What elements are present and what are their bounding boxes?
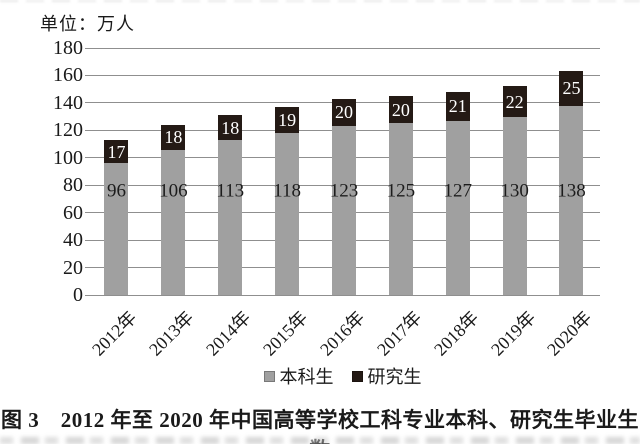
bar-value-label-graduate: 22 <box>505 91 524 112</box>
bar-segment-graduate <box>275 107 300 134</box>
bar-value-label-graduate: 17 <box>107 141 126 162</box>
x-tick-label: 2017年 <box>372 307 426 360</box>
y-tick-label: 0 <box>73 284 83 306</box>
legend-item-graduate: 研究生 <box>351 363 422 389</box>
bar-value-label-undergraduate: 118 <box>273 180 301 201</box>
bar-segment-graduate <box>331 98 356 127</box>
bar-segment-graduate <box>104 139 129 164</box>
bar-value-label-undergraduate: 130 <box>500 180 529 201</box>
bar-value-label-graduate: 18 <box>221 117 240 138</box>
bar-segment-undergraduate <box>275 133 300 295</box>
x-tick-label: 2015年 <box>259 307 312 360</box>
bar-segment-graduate <box>445 91 470 121</box>
page-edge-noise-bottom <box>0 437 640 444</box>
bar-value-label-graduate: 18 <box>164 127 183 148</box>
chart-legend: 本科生 研究生 <box>85 365 600 387</box>
bar-value-label-undergraduate: 96 <box>106 180 126 201</box>
y-tick-label: 100 <box>53 146 83 169</box>
x-tick-label: 2012年 <box>88 307 141 360</box>
bar-segment-graduate <box>559 71 584 106</box>
x-tick-label: 2016年 <box>316 307 369 360</box>
x-tick-label: 2018年 <box>429 307 483 360</box>
bar-value-label-undergraduate: 106 <box>159 180 188 201</box>
bar-segment-undergraduate <box>445 120 470 295</box>
gridline-180 <box>85 47 600 49</box>
bar-value-label-graduate: 25 <box>562 78 581 99</box>
y-tick-label: 60 <box>63 201 83 224</box>
x-tick-label: 2019年 <box>486 307 539 360</box>
bar-value-label-undergraduate: 113 <box>216 180 245 201</box>
bar-segment-graduate <box>502 86 527 117</box>
bar-segment-graduate <box>388 96 413 124</box>
bar-segment-undergraduate <box>559 105 584 295</box>
y-tick-label: 20 <box>63 256 83 279</box>
x-tick-label: 2013年 <box>145 307 198 360</box>
y-tick-label: 180 <box>53 37 83 59</box>
plot-area: 96 17 2012年 106 18 2013年 113 18 2014年 118 19 2015年 1… <box>85 47 600 360</box>
y-axis: 0 20 40 60 80 100 120 140 160 180 <box>28 38 83 305</box>
bar-value-label-undergraduate: 127 <box>443 180 472 201</box>
page-edge-noise-top <box>0 0 640 2</box>
legend-swatch-graduate <box>351 370 363 382</box>
legend-item-undergraduate: 本科生 <box>263 363 334 389</box>
figure-caption: 图 3 2012 年至 2020 年中国高等学校工科专业本科、研究生毕业生数 <box>1 408 639 444</box>
bar-value-label-undergraduate: 138 <box>557 180 586 201</box>
bar-segment-graduate <box>161 124 186 150</box>
bar-segment-undergraduate <box>388 123 413 295</box>
bar-segment-undergraduate <box>218 139 243 295</box>
legend-label-undergraduate: 本科生 <box>279 367 334 387</box>
y-tick-label: 140 <box>53 91 83 114</box>
axis-unit-label: 单位：万人 <box>40 14 135 34</box>
bar-segment-undergraduate <box>104 163 129 295</box>
bar-value-label-undergraduate: 123 <box>329 180 359 201</box>
y-tick-label: 40 <box>63 229 83 252</box>
y-tick-label: 120 <box>53 119 83 142</box>
bar-value-label-graduate: 21 <box>448 96 467 117</box>
bar-value-label-undergraduate: 125 <box>386 180 416 201</box>
gridline-160 <box>85 74 600 76</box>
x-tick-label: 2014年 <box>202 307 255 360</box>
bar-segment-undergraduate <box>161 149 186 295</box>
legend-label-graduate: 研究生 <box>367 367 422 387</box>
bar-value-label-graduate: 20 <box>391 99 410 120</box>
bar-segment-undergraduate <box>502 116 527 295</box>
y-tick-label: 80 <box>63 174 83 197</box>
y-tick-label: 160 <box>53 64 83 87</box>
bar-segment-graduate <box>218 115 243 140</box>
legend-swatch-undergraduate <box>263 370 275 382</box>
bar-segment-undergraduate <box>331 126 356 295</box>
gridline-0 <box>85 294 600 296</box>
x-tick-label: 2020年 <box>543 307 596 360</box>
bar-value-label-graduate: 20 <box>334 102 353 123</box>
bar-value-label-graduate: 19 <box>278 110 297 131</box>
